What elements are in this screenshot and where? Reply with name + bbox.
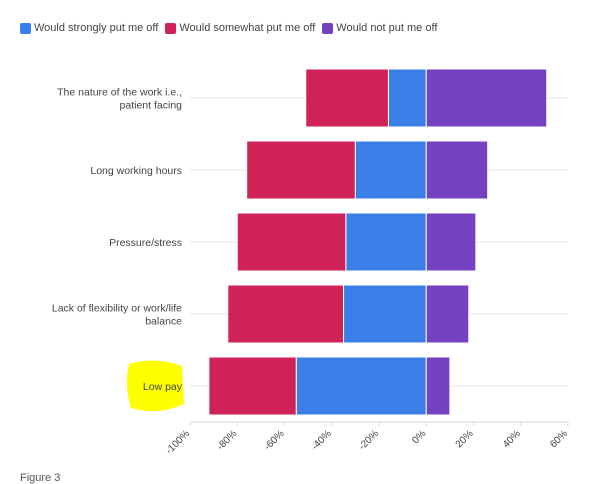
category-label: Pressure/stress — [109, 237, 182, 249]
stacked-bar-chart: The nature of the work i.e., patient faci… — [52, 68, 570, 457]
category-label: The nature of the work i.e., patient faci… — [57, 87, 182, 112]
legend-label: Would strongly put me off — [34, 22, 159, 34]
legend-label: Would not put me off — [336, 22, 438, 34]
chart-legend: Would strongly put me off Would somewhat … — [20, 20, 444, 36]
x-tick-label: -100% — [164, 428, 192, 456]
bar-strongly-put-off — [295, 356, 427, 416]
bar-not-put-off — [425, 284, 470, 344]
x-tick-label: 0% — [410, 428, 428, 446]
bar-not-put-off — [425, 140, 489, 200]
bar-strongly-put-off — [354, 140, 427, 200]
bar-strongly-put-off — [345, 212, 427, 272]
bar-somewhat-put-off — [246, 140, 356, 200]
legend-item[interactable]: Would somewhat put me off — [165, 22, 315, 34]
category-label: Low pay — [143, 381, 183, 393]
figure-caption: Figure 3 — [20, 472, 61, 484]
bar-somewhat-put-off — [305, 68, 389, 128]
legend-swatch — [20, 22, 31, 34]
bar-somewhat-put-off — [236, 212, 347, 272]
x-tick-label: -80% — [215, 428, 239, 452]
bar-not-put-off — [425, 212, 477, 272]
bar-not-put-off — [425, 356, 451, 416]
bar-not-put-off — [425, 68, 548, 128]
x-tick-label: 60% — [548, 428, 570, 450]
bar-strongly-put-off — [387, 68, 427, 128]
legend-item[interactable]: Would not put me off — [322, 22, 437, 34]
category-label: Long working hours — [90, 165, 182, 177]
x-tick-label: 20% — [454, 428, 476, 450]
bar-strongly-put-off — [343, 284, 427, 344]
x-tick-label: 40% — [501, 428, 523, 450]
x-tick-label: -40% — [310, 428, 334, 452]
legend-swatch — [322, 22, 334, 34]
bar-somewhat-put-off — [208, 356, 297, 416]
x-tick-label: -20% — [357, 428, 381, 452]
bar-somewhat-put-off — [227, 284, 345, 344]
legend-label: Would somewhat put me off — [179, 22, 316, 34]
category-label: Lack of flexibility or work/life balance — [52, 303, 182, 328]
label-highlight-marker — [126, 360, 184, 412]
x-tick-label: -60% — [262, 428, 286, 452]
legend-swatch — [165, 22, 177, 34]
legend-item[interactable]: Would strongly put me off — [20, 22, 158, 34]
